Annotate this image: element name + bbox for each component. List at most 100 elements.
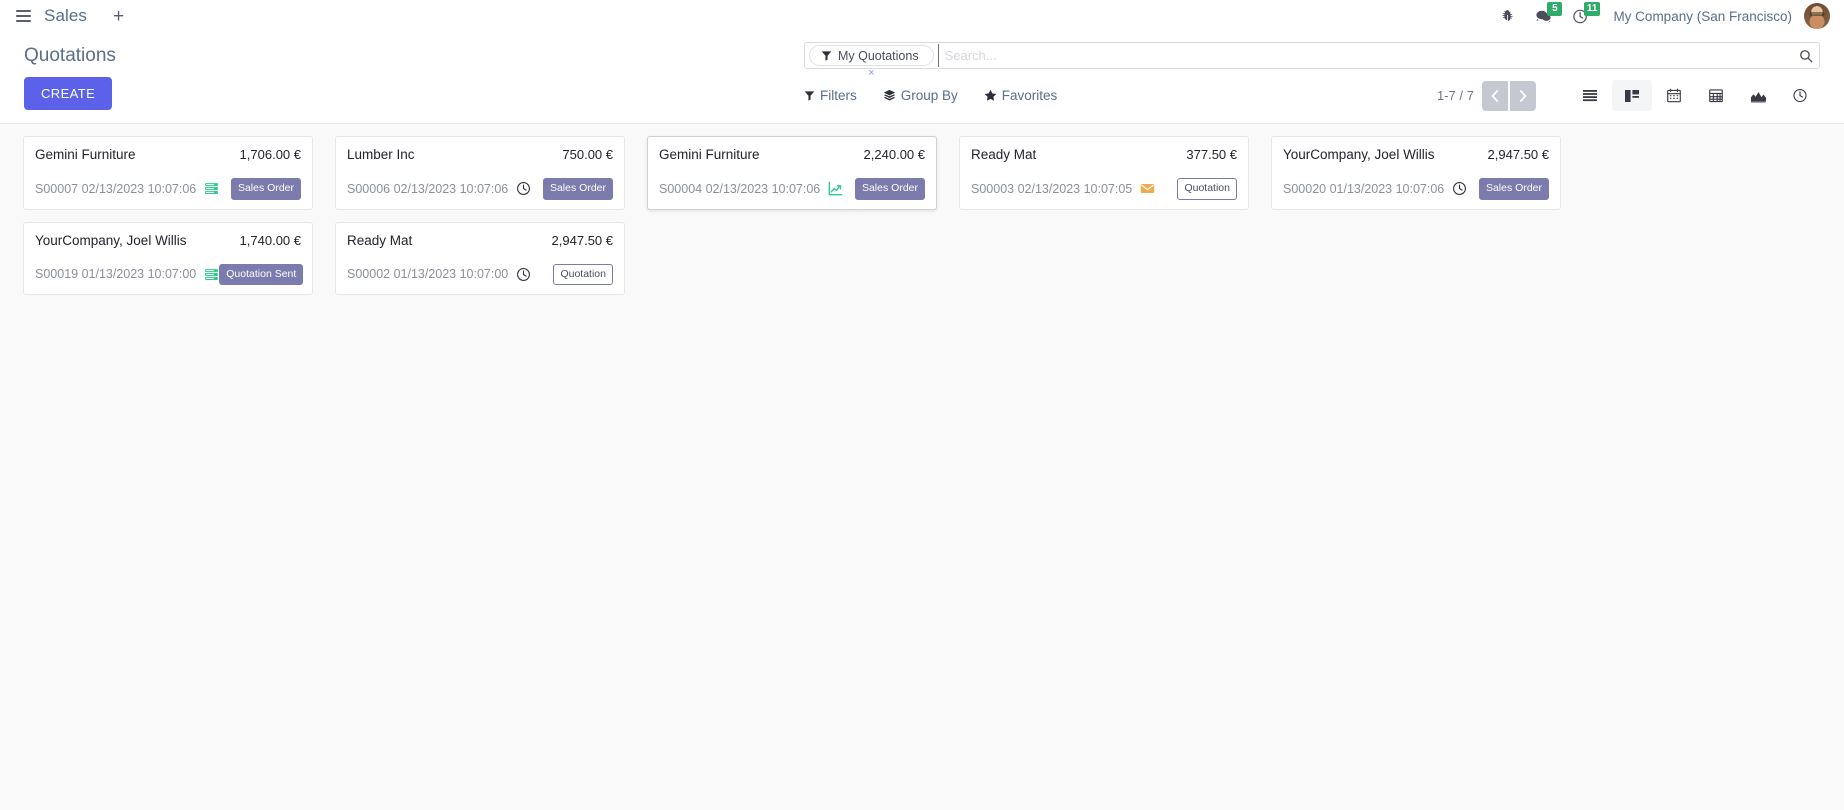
kanban-activity-trending-up-icon[interactable] [828, 181, 843, 196]
kanban-card-amount: 2,240.00 € [863, 147, 925, 162]
pager: 1-7 / 7 [1437, 80, 1536, 111]
control-panel-right: My Quotations × F [804, 42, 1820, 111]
kanban-card-header: Gemini Furniture 1,706.00 € [35, 147, 301, 162]
layers-icon [883, 89, 895, 101]
kanban-card-reference: S00003 02/13/2023 10:07:05 [971, 181, 1133, 196]
control-panel-bottom: Filters Group By F [804, 80, 1820, 111]
kanban-status-badge: Sales Order [230, 178, 301, 200]
top-navbar: Sales + 5 11 My Company (San Franc [0, 0, 1844, 32]
clock-icon[interactable] [516, 267, 531, 282]
kanban-activity-clock-icon[interactable] [516, 181, 531, 196]
control-panel-left: Quotations CREATE [24, 42, 804, 110]
app-brand-name[interactable]: Sales [44, 6, 88, 25]
kanban-card-reference: S00002 01/13/2023 10:07:00 [347, 267, 509, 282]
kanban-card-partner: Gemini Furniture [35, 147, 136, 162]
kanban-status-badge: Sales Order [854, 178, 925, 200]
navbar-right: 5 11 My Company (San Francisco) [1490, 0, 1830, 32]
apps-menu-icon[interactable] [10, 3, 36, 29]
kanban-card-amount: 2,947.50 € [551, 232, 613, 248]
list-lines-icon[interactable] [204, 267, 219, 282]
envelope-icon[interactable] [1140, 181, 1155, 196]
groupby-label: Group By [900, 88, 958, 103]
search-input[interactable] [937, 44, 1795, 67]
filter-icon [804, 91, 815, 101]
search-icon[interactable] [1795, 49, 1813, 63]
kanban-status-badge: Quotation [553, 263, 613, 285]
kanban-card-partner: Ready Mat [347, 232, 413, 248]
kanban-status-badge: Sales Order [542, 178, 613, 200]
kanban-card[interactable]: YourCompany, Joel Willis 1,740.00 € S00019… [23, 221, 313, 295]
search-view[interactable]: My Quotations × [804, 42, 1820, 79]
filter-icon [821, 51, 832, 61]
kanban-card-reference: S00004 02/13/2023 10:07:06 [659, 181, 821, 196]
kanban-view: Gemini Furniture 1,706.00 € S00007 02/13/2… [0, 124, 1844, 810]
trending-up-icon[interactable] [828, 181, 843, 196]
filters-dropdown[interactable]: Filters [804, 86, 857, 105]
kanban-activity-clock-icon[interactable] [516, 267, 531, 282]
kanban-status-badge: Sales Order [1478, 178, 1549, 200]
pager-next-button[interactable] [1510, 80, 1536, 111]
kanban-card-header: YourCompany, Joel Willis 2,947.50 € [1283, 147, 1549, 162]
kanban-card[interactable]: Lumber Inc 750.00 € S00006 02/13/2023 10:0… [335, 136, 625, 210]
favorites-dropdown[interactable]: Favorites [984, 86, 1057, 105]
kanban-card-footer: S00007 02/13/2023 10:07:06 Sales Order [35, 178, 301, 200]
clock-icon[interactable] [516, 181, 531, 196]
view-switcher-activity[interactable] [1780, 80, 1820, 111]
pager-range: 1-7 / 7 [1437, 88, 1474, 103]
kanban-status-badge: Quotation [1177, 178, 1237, 200]
view-switcher-calendar[interactable] [1654, 80, 1694, 111]
chevron-left-icon [1491, 89, 1499, 102]
view-switcher-pivot[interactable] [1696, 80, 1736, 111]
kanban-activity-list-lines-icon[interactable] [204, 181, 219, 196]
company-switcher[interactable]: My Company (San Francisco) [1613, 8, 1792, 24]
create-button[interactable]: CREATE [24, 77, 113, 110]
star-icon [984, 89, 997, 101]
groupby-dropdown[interactable]: Group By [883, 86, 958, 105]
search-facet-my-quotations[interactable]: My Quotations × [809, 45, 934, 79]
search-dropdowns: Filters Group By F [804, 86, 1057, 105]
pivot-table-icon [1709, 89, 1723, 103]
user-avatar[interactable] [1804, 3, 1830, 29]
kanban-card-partner: YourCompany, Joel Willis [35, 232, 187, 248]
kanban-card[interactable]: YourCompany, Joel Willis 2,947.50 € S00020… [1271, 136, 1561, 210]
search-facet-remove-icon[interactable]: × [868, 67, 875, 79]
view-switcher-kanban[interactable] [1612, 80, 1652, 111]
pager-previous-button[interactable] [1482, 80, 1508, 111]
kanban-card[interactable]: Gemini Furniture 2,240.00 € S00004 02/13/2… [647, 136, 937, 210]
kanban-card[interactable]: Gemini Furniture 1,706.00 € S00007 02/13/2… [23, 136, 313, 210]
list-lines-icon[interactable] [204, 181, 219, 196]
kanban-card-amount: 377.50 € [1186, 147, 1237, 162]
kanban-card-partner: Gemini Furniture [659, 147, 760, 162]
debug-bug-icon[interactable] [1490, 0, 1525, 32]
clock-icon[interactable] [1452, 181, 1467, 196]
kanban-card-reference: S00007 02/13/2023 10:07:06 [35, 181, 197, 196]
control-panel: Quotations CREATE My Quotations × [0, 32, 1844, 124]
activities-clock-icon[interactable]: 11 [1562, 0, 1601, 32]
activities-count-badge: 11 [1583, 2, 1601, 16]
search-facet-label: My Quotations [838, 48, 919, 63]
kanban-card-footer: S00002 01/13/2023 10:07:00 Quotation [347, 263, 613, 285]
kanban-activity-envelope-icon[interactable] [1140, 181, 1155, 196]
kanban-card-footer: S00019 01/13/2023 10:07:00 Quotation Sent [35, 263, 304, 285]
kanban-card-partner: Ready Mat [971, 147, 1037, 162]
kanban-activity-list-lines-icon[interactable] [204, 267, 219, 282]
kanban-card-meta: S00004 02/13/2023 10:07:06 [659, 181, 843, 196]
kanban-card-meta: S00003 02/13/2023 10:07:05 [971, 181, 1155, 196]
kanban-card-reference: S00006 02/13/2023 10:07:06 [347, 181, 509, 196]
kanban-card-amount: 1,706.00 € [239, 147, 301, 162]
kanban-card[interactable]: Ready Mat 2,947.50 € S00002 01/13/2023 10:… [335, 221, 625, 295]
view-switcher-list[interactable] [1570, 80, 1610, 111]
clock-icon [1793, 88, 1807, 103]
calendar-icon [1667, 88, 1681, 103]
view-switcher-graph[interactable] [1738, 80, 1778, 111]
kanban-card-meta: S00019 01/13/2023 10:07:00 [35, 267, 219, 282]
kanban-card-amount: 1,740.00 € [239, 232, 301, 248]
kanban-card-reference: S00019 01/13/2023 10:07:00 [35, 267, 197, 282]
kanban-card-meta: S00020 01/13/2023 10:07:06 [1283, 181, 1467, 196]
kanban-card-header: Ready Mat 377.50 € [971, 147, 1237, 162]
kanban-activity-clock-icon[interactable] [1452, 181, 1467, 196]
messages-icon[interactable]: 5 [1525, 0, 1563, 32]
filters-label: Filters [820, 88, 857, 103]
new-record-plus-icon[interactable]: + [113, 5, 125, 27]
kanban-card[interactable]: Ready Mat 377.50 € S00003 02/13/2023 10:07… [959, 136, 1249, 210]
